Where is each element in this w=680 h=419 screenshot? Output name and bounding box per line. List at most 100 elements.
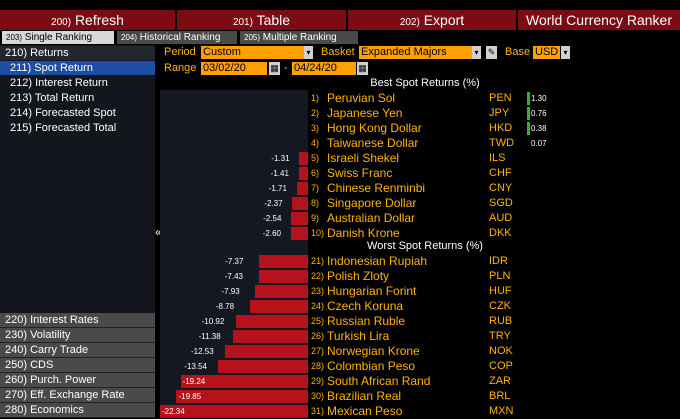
currency-code: AUD — [489, 212, 513, 224]
export-button[interactable]: 202) Export — [348, 10, 516, 30]
currency-code: JPY — [489, 107, 510, 119]
bar-value-label: -1.71 — [268, 184, 287, 193]
range-end-input[interactable]: 04/24/20 — [292, 62, 356, 75]
currency-code: TWD — [489, 137, 515, 149]
currency-code: COP — [489, 360, 513, 372]
row-rank: 31) — [311, 406, 325, 416]
tab-row: 203) Single Ranking 204) Historical Rank… — [0, 31, 680, 44]
currency-name[interactable]: Israeli Shekel — [327, 151, 400, 165]
tab-single-ranking[interactable]: 203) Single Ranking — [2, 31, 114, 44]
bar — [292, 197, 308, 210]
edit-pencil-icon[interactable]: ✎ — [486, 46, 497, 59]
currency-name[interactable]: Chinese Renminbi — [327, 181, 426, 195]
basket-dropdown-icon[interactable]: ▾ — [472, 46, 481, 59]
row-rank: 26) — [311, 331, 325, 341]
bar-value-label: -13.54 — [184, 362, 207, 371]
currency-code: CHF — [489, 167, 512, 179]
worst-returns-title: Worst Spot Returns (%) — [367, 240, 483, 252]
row-rank: 30) — [311, 391, 325, 401]
basket-select[interactable]: Expanded Majors — [359, 46, 472, 59]
currency-name[interactable]: Mexican Peso — [327, 404, 403, 418]
row-rank: 27) — [311, 346, 325, 356]
base-select[interactable]: USD — [533, 46, 560, 59]
row-rank: 8) — [311, 198, 320, 208]
period-dropdown-icon[interactable]: ▾ — [304, 46, 313, 59]
bar-value-label: -10.92 — [201, 317, 225, 326]
currency-name[interactable]: Polish Zloty — [327, 269, 390, 283]
row-rank: 21) — [311, 256, 325, 266]
row-rank: 25) — [311, 316, 325, 326]
sidebar-item-purch-power[interactable]: 260) Purch. Power — [0, 373, 155, 388]
sidebar-item-cds[interactable]: 250) CDS — [0, 358, 155, 373]
tab-historical-ranking[interactable]: 204) Historical Ranking — [117, 31, 237, 44]
bar — [176, 390, 308, 403]
currency-name[interactable]: Hong Kong Dollar — [327, 121, 422, 135]
currency-name[interactable]: Hungarian Forint — [327, 284, 417, 298]
bar — [235, 315, 308, 328]
bar-value-label: 0.38 — [531, 124, 547, 133]
row-rank: 7) — [311, 183, 320, 193]
sidebar-returns[interactable]: 210) Returns — [0, 46, 155, 60]
range-label: Range — [164, 62, 197, 74]
sidebar-item-forecasted-total[interactable]: 215) Forecasted Total — [10, 122, 117, 134]
table-num: 201) — [232, 17, 253, 28]
sidebar-item-interest-rates[interactable]: 220) Interest Rates — [0, 313, 155, 328]
sidebar-item-interest-return[interactable]: 212) Interest Return — [10, 77, 108, 89]
row-rank: 23) — [311, 286, 325, 296]
export-num: 202) — [399, 17, 420, 28]
sidebar-item-volatility[interactable]: 230) Volatility — [0, 328, 155, 343]
currency-name[interactable]: Taiwanese Dollar — [327, 136, 419, 150]
currency-name[interactable]: Australian Dollar — [327, 211, 416, 225]
currency-name[interactable]: Danish Krone — [327, 226, 400, 240]
table-button[interactable]: 201) Table — [177, 10, 346, 30]
currency-code: CZK — [489, 300, 511, 312]
currency-name[interactable]: Brazilian Real — [327, 389, 402, 403]
range-separator: - — [284, 62, 288, 74]
row-rank: 2) — [311, 108, 320, 118]
bar — [296, 182, 308, 195]
currency-name[interactable]: Peruvian Sol — [327, 91, 396, 105]
currency-code: MXN — [489, 405, 514, 417]
currency-name[interactable]: Norwegian Krone — [327, 344, 420, 358]
currency-name[interactable]: South African Rand — [327, 374, 431, 388]
tab-multiple-ranking[interactable]: 205) Multiple Ranking — [240, 31, 358, 44]
currency-code: ZAR — [489, 375, 511, 387]
sidebar-item-carry-trade[interactable]: 240) Carry Trade — [0, 343, 155, 358]
bar — [224, 345, 308, 358]
bar-value-label: -12.53 — [190, 347, 214, 356]
sidebar-item-spot-return[interactable]: 211) Spot Return — [0, 61, 155, 75]
currency-name[interactable]: Colombian Peso — [327, 359, 416, 373]
collapse-arrow-icon[interactable]: « — [155, 225, 162, 239]
bar — [527, 122, 530, 135]
bar — [299, 152, 308, 165]
sidebar-item-total-return[interactable]: 213) Total Return — [10, 92, 95, 104]
sidebar: 210) Returns 211) Spot Return 212) Inter… — [0, 45, 155, 418]
currency-code: ILS — [489, 152, 506, 164]
currency-name[interactable]: Russian Ruble — [327, 314, 406, 328]
bar — [255, 285, 308, 298]
currency-name[interactable]: Swiss Franc — [327, 166, 393, 180]
sidebar-item-eff-exchange-rate[interactable]: 270) Eff. Exchange Rate — [0, 388, 155, 403]
currency-name[interactable]: Singapore Dollar — [327, 196, 417, 210]
range-start-input[interactable]: 03/02/20 — [201, 62, 267, 75]
sidebar-item-economics[interactable]: 280) Economics — [0, 403, 155, 418]
base-dropdown-icon[interactable]: ▾ — [561, 46, 570, 59]
currency-name[interactable]: Indonesian Rupiah — [327, 254, 428, 268]
currency-code: HUF — [489, 285, 512, 297]
currency-name[interactable]: Japanese Yen — [327, 106, 403, 120]
base-label: Base — [505, 46, 531, 58]
calendar-start-icon[interactable]: ▦ — [269, 62, 280, 75]
currency-code: PLN — [489, 270, 511, 282]
row-rank: 10) — [311, 228, 325, 238]
sidebar-item-forecasted-spot[interactable]: 214) Forecasted Spot — [10, 107, 116, 119]
calendar-end-icon[interactable]: ▦ — [357, 62, 368, 75]
best-returns-title: Best Spot Returns (%) — [370, 77, 480, 89]
currency-code: BRL — [489, 390, 511, 402]
currency-name[interactable]: Turkish Lira — [327, 329, 390, 343]
tab-label: Historical Ranking — [139, 32, 221, 43]
period-select[interactable]: Custom — [201, 46, 305, 59]
refresh-button[interactable]: 200) Refresh — [0, 10, 175, 30]
bar-value-label: -8.78 — [215, 302, 235, 311]
currency-name[interactable]: Czech Koruna — [327, 299, 404, 313]
bar — [298, 167, 308, 180]
